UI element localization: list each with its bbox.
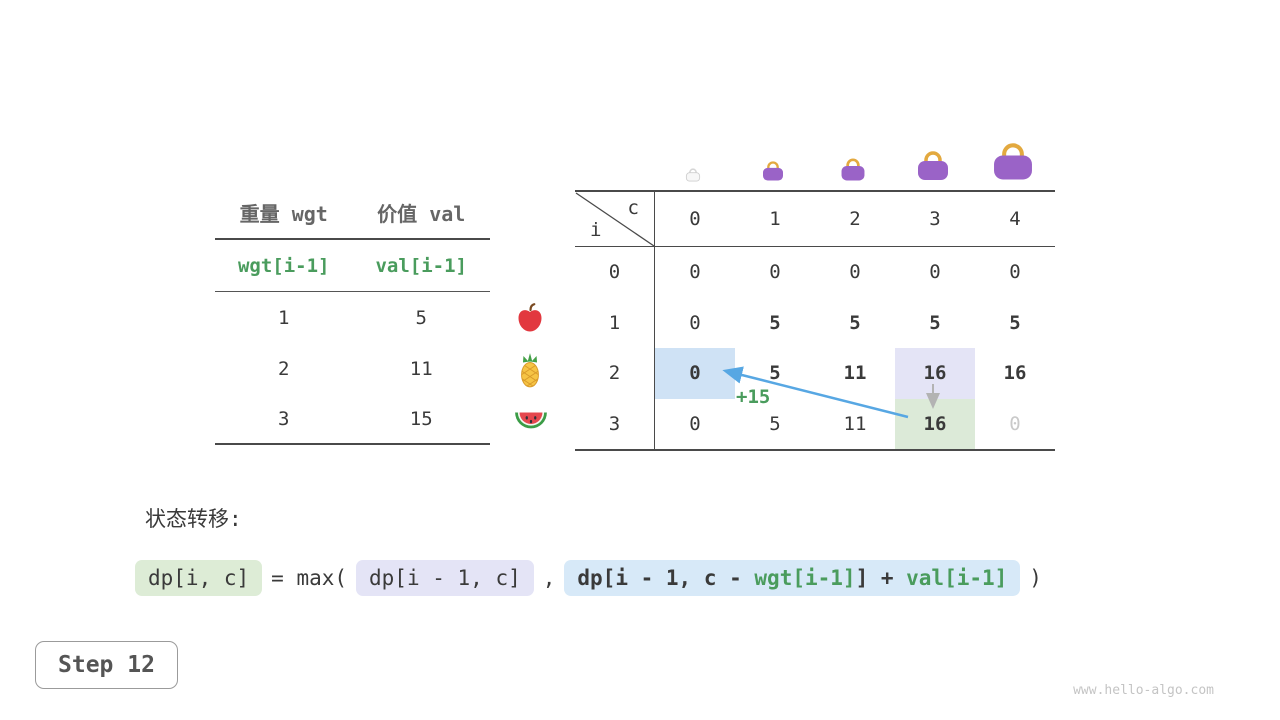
formula-option-skip-term: dp[i - 1, c] (356, 560, 534, 596)
dp-col-header-3: 3 (895, 192, 975, 247)
dp-cell-r0-c0: 0 (689, 261, 701, 284)
dp-corner-cell: c i (575, 192, 655, 247)
formula-take-val: val[i-1] (906, 566, 1008, 590)
dp-cell-r1-c4: 5 (1009, 311, 1021, 334)
item-table-var-wgt: wgt[i-1] (237, 254, 330, 277)
item-table-var-val: val[i-1] (375, 254, 467, 277)
dp-corner-i-label: i (590, 219, 602, 241)
dp-cell-r0-c3: 0 (929, 261, 941, 284)
apple-icon (514, 302, 546, 334)
dp-cell-r2-c4: 16 (1003, 362, 1027, 385)
dp-row-header-3: 3 (575, 398, 655, 449)
dp-cell-r1-c3: 5 (929, 311, 941, 334)
item-1-weight: 1 (278, 306, 290, 329)
plus-value-annotation: +15 (736, 386, 771, 408)
item-row-3: 3 15 (215, 394, 490, 445)
dp-col-header-2: 2 (815, 192, 895, 247)
dp-cell-r2-c3-source-highlight: 16 (895, 348, 975, 399)
step-badge: Step 12 (35, 641, 178, 689)
formula-take-mid: ] + (855, 566, 907, 590)
item-table-header-row: 重量 wgt 价值 val (215, 186, 490, 240)
bag-small-icon (761, 159, 785, 182)
formula-close-paren: ) (1029, 566, 1042, 590)
item-table-header-weight: 重量 wgt (239, 201, 328, 226)
dp-cell-r0-c4: 0 (1009, 261, 1021, 284)
dp-cell-r3-c4: 0 (1009, 412, 1021, 435)
dp-cell-r3-c0: 0 (689, 412, 701, 435)
dp-corner-c-label: c (627, 197, 639, 219)
dp-cell-r3-c1: 5 (769, 412, 781, 435)
item-3-weight: 3 (278, 407, 290, 430)
dp-cell-r1-c2: 5 (849, 311, 861, 334)
item-row-1: 1 5 (215, 292, 490, 343)
item-1-value: 5 (415, 306, 427, 329)
dp-cell-r2-c0-source-highlight: 0 (655, 348, 735, 399)
site-watermark: www.hello-algo.com (1073, 683, 1214, 698)
bag-xlarge-icon (990, 139, 1036, 182)
formula-dp-current-term: dp[i, c] (135, 560, 263, 596)
watermelon-icon (513, 408, 549, 434)
bag-outline-icon (685, 167, 701, 182)
dp-col-header-4: 4 (975, 192, 1055, 247)
pineapple-icon (515, 352, 545, 388)
dp-col-header-0: 0 (655, 192, 735, 247)
state-transition-label: 状态转移: (145, 507, 242, 531)
formula-eq-max: = max( (271, 566, 348, 590)
state-transition-formula: dp[i, c] = max( dp[i - 1, c] , dp[i - 1,… (135, 560, 1042, 596)
dp-row-header-1: 1 (575, 297, 655, 348)
bag-medium-icon (839, 156, 867, 182)
item-table: 重量 wgt 价值 val wgt[i-1] val[i-1] 1 5 2 11… (215, 186, 490, 445)
dp-cell-r3-c3-current-highlight: 16 (895, 398, 975, 449)
dp-cell-r2-c2: 11 (843, 362, 867, 385)
item-2-value: 11 (409, 357, 433, 380)
dp-row-header-0: 0 (575, 247, 655, 298)
item-table-var-row: wgt[i-1] val[i-1] (215, 240, 490, 292)
dp-cell-r1-c1: 5 (769, 311, 781, 334)
dp-cell-r0-c1: 0 (769, 261, 781, 284)
bag-large-icon (915, 148, 951, 182)
item-2-weight: 2 (278, 357, 290, 380)
dp-cell-r3-c2: 11 (843, 412, 867, 435)
formula-comma: , (542, 566, 556, 590)
dp-table: c i 0 1 2 3 4 0 0 0 0 0 0 1 0 5 5 5 5 2 … (575, 190, 1055, 451)
dp-col-header-1: 1 (735, 192, 815, 247)
item-3-value: 15 (409, 407, 433, 430)
formula-take-wgt: wgt[i-1] (754, 566, 856, 590)
formula-option-take-term: dp[i - 1, c - wgt[i-1]] + val[i-1] (564, 560, 1021, 596)
item-row-2: 2 11 (215, 343, 490, 394)
dp-row-header-2: 2 (575, 348, 655, 399)
item-table-header-value: 价值 val (377, 201, 466, 226)
formula-take-prefix: dp[i - 1, c - (577, 566, 755, 590)
dp-cell-r1-c0: 0 (689, 311, 701, 334)
dp-cell-r0-c2: 0 (849, 261, 861, 284)
